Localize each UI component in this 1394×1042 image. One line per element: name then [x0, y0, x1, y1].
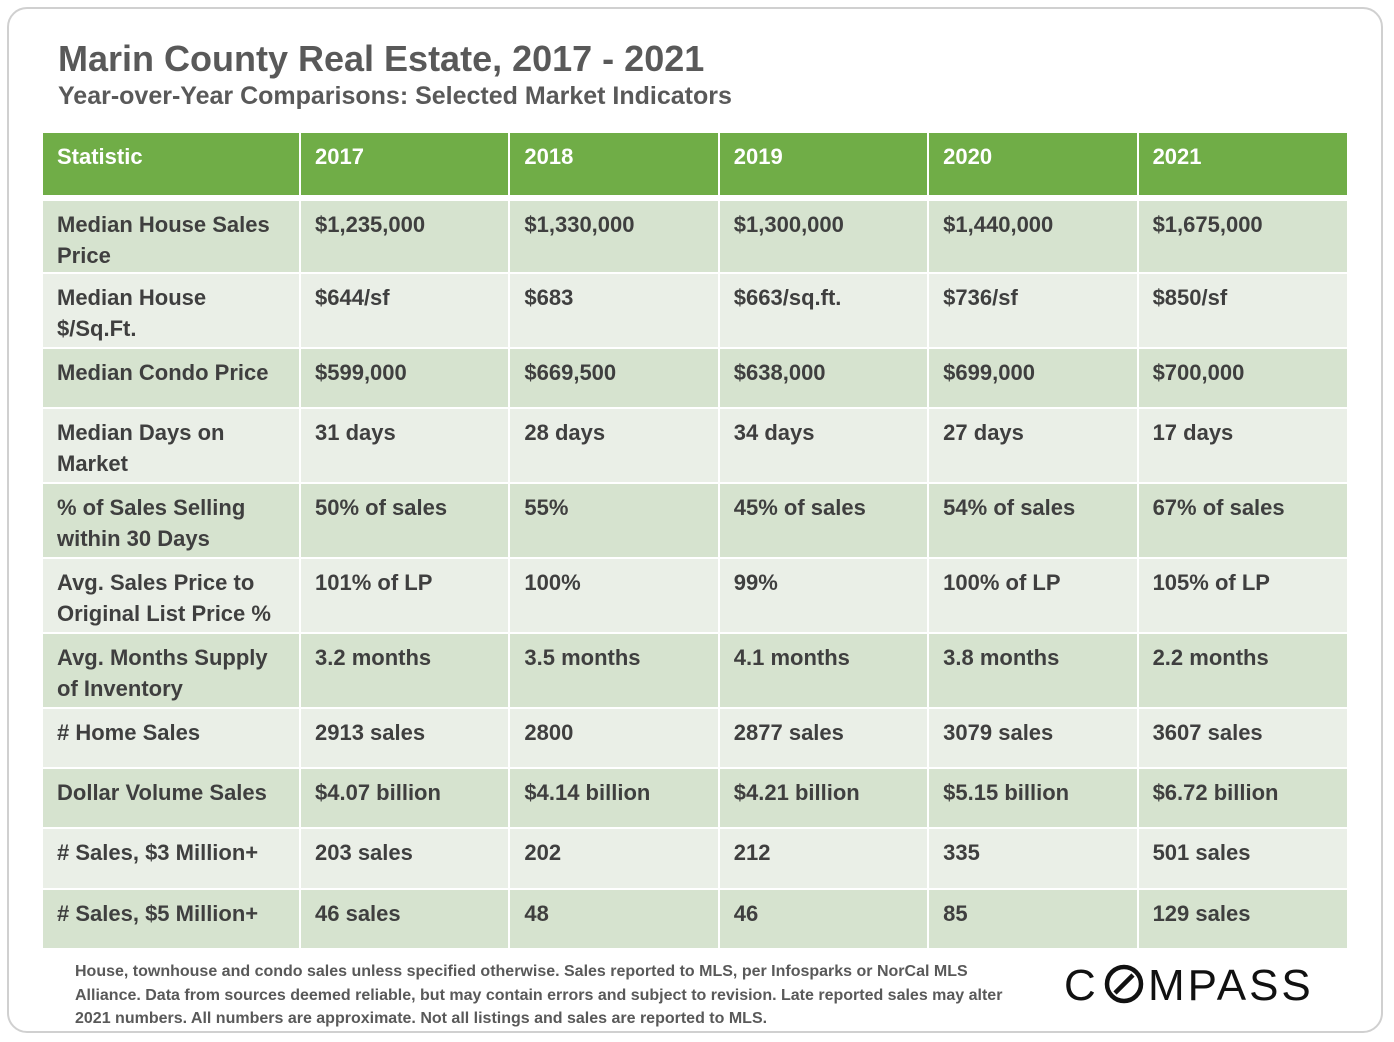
value-cell: $5.15 billion — [928, 768, 1139, 829]
value-cell: $4.21 billion — [718, 768, 930, 829]
value-cell: 501 sales — [1137, 828, 1347, 890]
table-row: # Sales, $5 Million+ 46 sales 48 46 85 129 sa… — [43, 889, 1347, 950]
table-row: Median Condo Price $599,000 $669,500 $638,0… — [43, 348, 1347, 409]
value-cell: 3.2 months — [300, 633, 511, 709]
statistic-label-cell: Median House $/Sq.Ft. — [43, 273, 301, 349]
table-row: # Home Sales 2913 sales 2800 2877 sales 3079… — [43, 708, 1347, 769]
value-cell: 2913 sales — [300, 708, 511, 769]
value-cell: 2877 sales — [718, 708, 930, 769]
value-cell: 203 sales — [300, 828, 511, 890]
value-cell: $850/sf — [1137, 273, 1347, 349]
table-row: Dollar Volume Sales $4.07 billion $4.14 bi… — [43, 768, 1347, 829]
value-cell: $6.72 billion — [1137, 768, 1347, 829]
column-header: 2019 — [718, 133, 930, 201]
value-cell: $638,000 — [718, 348, 930, 409]
value-cell: $599,000 — [300, 348, 511, 409]
statistic-label-cell: # Home Sales — [43, 708, 301, 769]
value-cell: $683 — [509, 273, 720, 349]
value-cell: 99% — [718, 558, 930, 634]
value-cell: 2800 — [509, 708, 720, 769]
value-cell: $1,675,000 — [1137, 198, 1347, 274]
value-cell: 48 — [509, 889, 720, 950]
logo-text-start: C — [1064, 961, 1099, 1008]
table-body: Median House Sales Price $1,235,000 $1,330… — [43, 198, 1347, 950]
value-cell: 335 — [928, 828, 1139, 890]
column-header: 2021 — [1137, 133, 1347, 201]
value-cell: 101% of LP — [300, 558, 511, 634]
column-header: 2017 — [300, 133, 511, 201]
value-cell: 46 sales — [300, 889, 511, 950]
statistic-label-cell: # Sales, $5 Million+ — [43, 889, 301, 950]
table-row: Median House Sales Price $1,235,000 $1,330… — [43, 198, 1347, 274]
value-cell: 212 — [718, 828, 930, 890]
value-cell: 50% of sales — [300, 483, 511, 559]
value-cell: 4.1 months — [718, 633, 930, 709]
table-row: # Sales, $3 Million+ 203 sales 202 212 335 50… — [43, 828, 1347, 890]
value-cell: 3607 sales — [1137, 708, 1347, 769]
value-cell: $700,000 — [1137, 348, 1347, 409]
value-cell: $669,500 — [509, 348, 720, 409]
indicators-table: Statistic 2017 2018 2019 2020 2021 Media… — [43, 133, 1347, 950]
value-cell: 202 — [509, 828, 720, 890]
value-cell: $4.07 billion — [300, 768, 511, 829]
value-cell: 27 days — [928, 408, 1139, 484]
value-cell: 2.2 months — [1137, 633, 1347, 709]
value-cell: 100% — [509, 558, 720, 634]
table-header-row: Statistic 2017 2018 2019 2020 2021 — [43, 133, 1347, 201]
page-title: Marin County Real Estate, 2017 - 2021 — [58, 38, 705, 79]
statistic-label-cell: Dollar Volume Sales — [43, 768, 301, 829]
table-row: % of Sales Selling within 30 Days 50% of … — [43, 483, 1347, 559]
statistic-label-cell: Median Condo Price — [43, 348, 301, 409]
value-cell: 85 — [928, 889, 1139, 950]
table-row: Avg. Months Supply of Inventory 3.2 month… — [43, 633, 1347, 709]
value-cell: 105% of LP — [1137, 558, 1347, 634]
logo-text-end: MPASS — [1148, 961, 1314, 1008]
value-cell: 3.5 months — [509, 633, 720, 709]
value-cell: 129 sales — [1137, 889, 1347, 950]
value-cell: 28 days — [509, 408, 720, 484]
footnote: House, townhouse and condo sales unless … — [75, 963, 1003, 1027]
compass-logo: C MPASS — [1064, 961, 1314, 1008]
value-cell: 55% — [509, 483, 720, 559]
value-cell: 45% of sales — [718, 483, 930, 559]
value-cell: 100% of LP — [928, 558, 1139, 634]
value-cell: 3.8 months — [928, 633, 1139, 709]
value-cell: 54% of sales — [928, 483, 1139, 559]
column-header: 2020 — [928, 133, 1139, 201]
value-cell: $663/sq.ft. — [718, 273, 930, 349]
statistic-label-cell: Avg. Sales Price to Original List Price … — [43, 558, 301, 634]
table-row: Median Days on Market 31 days 28 days 34 da… — [43, 408, 1347, 484]
table-row: Median House $/Sq.Ft. $644/sf $683 $663/sq.… — [43, 273, 1347, 349]
statistic-label-cell: % of Sales Selling within 30 Days — [43, 483, 301, 559]
compass-o-icon — [1104, 964, 1144, 1004]
value-cell: 34 days — [718, 408, 930, 484]
value-cell: $4.14 billion — [509, 768, 720, 829]
value-cell: $644/sf — [300, 273, 511, 349]
value-cell: 67% of sales — [1137, 483, 1347, 559]
value-cell: 31 days — [300, 408, 511, 484]
value-cell: 3079 sales — [928, 708, 1139, 769]
value-cell: 46 — [718, 889, 930, 950]
statistic-label-cell: Median Days on Market — [43, 408, 301, 484]
value-cell: $736/sf — [928, 273, 1139, 349]
value-cell: $1,440,000 — [928, 198, 1139, 274]
page-subtitle: Year-over-Year Comparisons: Selected Mar… — [58, 82, 732, 110]
column-header: 2018 — [509, 133, 720, 201]
value-cell: $699,000 — [928, 348, 1139, 409]
value-cell: $1,235,000 — [300, 198, 511, 274]
column-header: Statistic — [43, 133, 301, 201]
statistic-label-cell: Median House Sales Price — [43, 198, 301, 274]
value-cell: $1,330,000 — [509, 198, 720, 274]
table-row: Avg. Sales Price to Original List Price … — [43, 558, 1347, 634]
value-cell: 17 days — [1137, 408, 1347, 484]
statistic-label-cell: # Sales, $3 Million+ — [43, 828, 301, 890]
statistic-label-cell: Avg. Months Supply of Inventory — [43, 633, 301, 709]
value-cell: $1,300,000 — [718, 198, 930, 274]
